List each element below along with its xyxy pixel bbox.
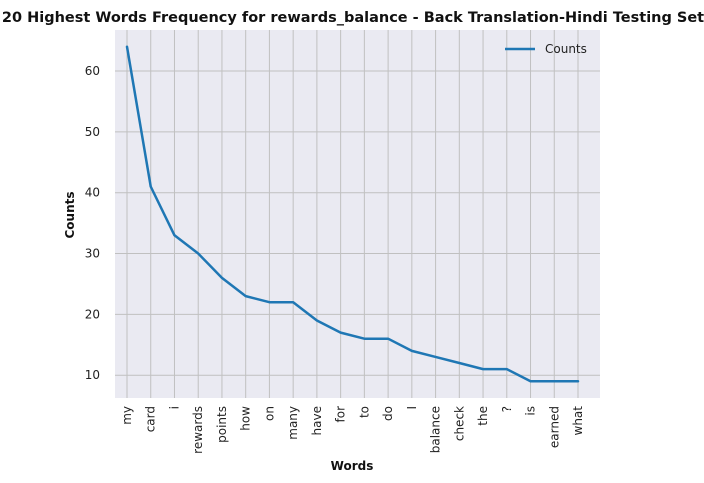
x-tick-label: card [144, 406, 158, 432]
series-layer [125, 45, 580, 383]
x-tick-label: my [120, 406, 134, 425]
y-tick-label: 10 [85, 368, 100, 382]
y-tick-label: 20 [85, 307, 100, 321]
x-tick-label: earned [547, 406, 561, 448]
x-tick-label: for [334, 406, 348, 423]
x-tick-label: points [215, 406, 229, 443]
x-tick-label: i [167, 406, 181, 409]
x-tick-label: to [357, 406, 371, 418]
y-axis-label: Counts [63, 191, 77, 238]
x-tick-label: ? [500, 406, 514, 412]
x-tick-label: the [476, 406, 490, 426]
x-tick-label: is [524, 406, 538, 416]
grid [115, 30, 600, 398]
y-tick-label: 30 [85, 247, 100, 261]
legend-label: Counts [545, 42, 587, 56]
legend: Counts [505, 42, 587, 56]
x-tick-label: check [452, 406, 466, 441]
x-tick-label: I [405, 406, 419, 410]
x-axis-label: Words [331, 459, 374, 473]
plot-area [115, 30, 600, 398]
x-tick-label: balance [429, 406, 443, 453]
x-tick-label: many [286, 406, 300, 440]
series-line-counts [125, 45, 580, 383]
x-tick-label: how [239, 406, 253, 431]
chart-title: 20 Highest Words Frequency for rewards_b… [2, 10, 704, 26]
y-tick-label: 40 [85, 186, 100, 200]
y-tick-label: 60 [85, 64, 100, 78]
x-tick-label: on [262, 406, 276, 421]
x-tick-label: rewards [191, 406, 205, 454]
x-tick-label: have [310, 406, 324, 435]
x-tick-label: what [571, 406, 585, 436]
x-tick-label: do [381, 406, 395, 421]
y-axis-ticks: 10 20 30 40 50 60 [85, 64, 100, 382]
y-tick-label: 50 [85, 125, 100, 139]
x-axis-ticks: my card i rewards points how on many have for to do… [120, 406, 585, 454]
